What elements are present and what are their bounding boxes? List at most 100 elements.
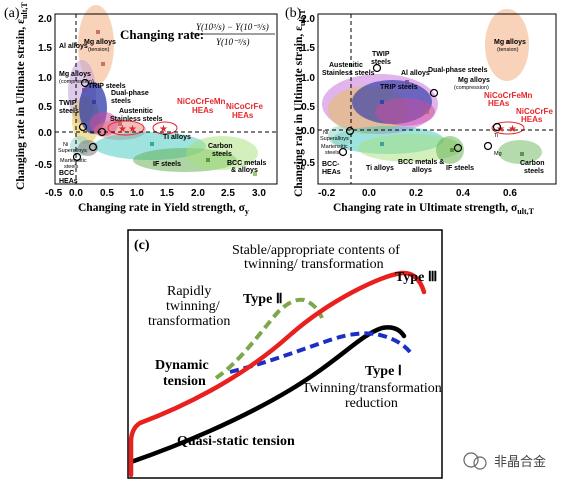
- circle-marker: [338, 147, 348, 157]
- y-tick: 2.0: [301, 14, 315, 25]
- label-mg-tension-sub: (tension): [88, 47, 110, 53]
- x-axis-label-a: Changing rate in Yield strength, σy: [78, 202, 249, 216]
- scatter-points-b: [380, 40, 524, 156]
- label-mart-b: Martensitic: [321, 144, 348, 150]
- circle-marker: [97, 127, 107, 137]
- data-point: [118, 122, 122, 126]
- label-bcc2-b: alloys: [412, 167, 432, 174]
- circle-marker: [483, 141, 493, 151]
- scatter-points-a: [82, 30, 257, 176]
- label-twip-b: TWIP: [372, 51, 390, 58]
- label-ti-b: Ti alloys: [366, 165, 394, 172]
- label-ti: Ti alloys: [163, 134, 191, 141]
- panel-b: ★ ★ -0.2 0.0 0.2 0.4 0.6 2.0 1.5 1.0 0.5…: [285, 6, 557, 216]
- label-type1: Type Ⅰ: [365, 364, 402, 379]
- x-tick: 2.0: [191, 188, 205, 199]
- label-mg-tension-sub-b: (tension): [497, 47, 519, 53]
- circle-marker: [78, 122, 88, 132]
- x-ticks-b: -0.2 0.0 0.2 0.4 0.6: [318, 188, 517, 199]
- label-al: Al alloys: [59, 43, 88, 50]
- blob-hea2: [152, 121, 178, 135]
- label-ni2-b: Superalloys: [320, 136, 349, 142]
- blob-mg-tension-b: [485, 9, 529, 81]
- label-austenitic2-b: Stainless steels: [322, 70, 375, 77]
- data-point: [405, 80, 409, 84]
- label-mg-tension-b: Mg alloys: [494, 39, 526, 46]
- label-bcc-hea-b: BCC-: [322, 161, 340, 168]
- label-austenitic2: Stainless steels: [110, 116, 163, 123]
- label-mg-b: Mg: [494, 151, 502, 157]
- data-point: [380, 142, 384, 146]
- label-type3: Type Ⅲ: [395, 270, 437, 285]
- open-circles-b: [338, 63, 502, 157]
- watermark-text: 非晶合金: [494, 454, 546, 470]
- label-hea2-b: NiCoCrFe: [516, 107, 553, 116]
- star-marker: ★: [128, 124, 137, 135]
- label-carbon2: steels: [212, 151, 232, 158]
- curve-quasi-static: [128, 325, 407, 465]
- label-mg-comp-sub: (compression): [59, 79, 94, 85]
- y-tick: -0.5: [35, 160, 53, 171]
- star-marker: ★: [118, 124, 127, 135]
- blob-bcc: [186, 136, 258, 170]
- label-ni-b: Ni: [323, 130, 328, 136]
- x-tick: 1.0: [130, 188, 144, 199]
- label-bcc-hea2: HEAs: [59, 178, 78, 185]
- data-point: [206, 158, 210, 162]
- x-tick: 0.6: [503, 188, 517, 199]
- y-ticks-a: 2.0 1.5 1.0 0.5 0.0 -0.5: [35, 14, 53, 171]
- label-austenitic: Austenitic: [119, 108, 153, 115]
- label-bcc: BCC metals: [227, 160, 266, 167]
- blob-dual: [90, 112, 118, 136]
- label-type2: Type Ⅱ: [243, 292, 283, 307]
- label-dynamic-2: tension: [163, 374, 206, 389]
- data-point: [520, 152, 524, 156]
- label-mart: Martensitic: [60, 158, 87, 164]
- x-tick: 1.5: [160, 188, 174, 199]
- formula-numerator: Y(10³/s) − Y(10⁻³/s): [196, 22, 269, 32]
- wechat-icon-2: [473, 456, 487, 470]
- label-hea1b: HEAs: [192, 106, 214, 115]
- panel-label-c: (c): [134, 238, 150, 253]
- star-marker: ★: [508, 124, 517, 135]
- label-mg-comp-b: Mg alloys: [458, 77, 490, 84]
- y-tick: 0.0: [301, 126, 315, 137]
- data-point: [92, 100, 96, 104]
- label-carbon-b: Carbon: [520, 160, 545, 167]
- data-point: [82, 88, 86, 92]
- circle-marker: [429, 88, 439, 98]
- blob-hea-b: [491, 121, 525, 135]
- label-bcc-b: BCC metals &: [398, 159, 444, 166]
- x-tick: 0.5: [100, 188, 114, 199]
- y-tick: 2.0: [38, 14, 52, 25]
- data-point: [253, 172, 257, 176]
- x-tick: 0.4: [456, 188, 470, 199]
- circle-marker: [345, 126, 355, 136]
- label-bcc2: & alloys: [231, 167, 258, 174]
- label-dual: Dual-phase: [111, 90, 149, 97]
- x-tick: -0.2: [318, 188, 336, 199]
- label-bcc-hea2-b: HEAs: [322, 169, 341, 176]
- data-point: [380, 100, 384, 104]
- x-tick: 0.0: [362, 188, 376, 199]
- annotation-reduction-2: reduction: [345, 396, 398, 411]
- label-trip: TRIP steels: [88, 83, 126, 90]
- label-al-b: Al alloys: [401, 70, 430, 77]
- plot-frame-a: [54, 13, 278, 185]
- annotation-rapid-2: twinning/: [166, 299, 220, 314]
- y-ticks-b: 2.0 1.5 1.0 0.5 0.0 -0.5: [298, 14, 316, 169]
- label-dual2: steels: [111, 98, 131, 105]
- open-circles-a: [72, 78, 107, 162]
- y-tick: 1.5: [38, 43, 52, 54]
- x-axis-label-b: Changing rate in Ultimate strength, σult…: [333, 202, 535, 216]
- y-tick: 0.0: [38, 128, 52, 139]
- circle-marker: [88, 142, 98, 152]
- blob-dual-b: [375, 98, 435, 126]
- circle-marker: [453, 143, 463, 153]
- label-twip2-b: steels: [371, 59, 391, 66]
- data-point: [96, 30, 100, 34]
- y-axis-label-b: Changing rate in Ultimate strain, εult,T: [293, 9, 307, 197]
- y-tick: -0.5: [298, 158, 316, 169]
- panel-a: ★ ★ ★ -0.5 0.0 0.5 1.0 1.5 2.0 2.5 3.0 2…: [4, 2, 278, 216]
